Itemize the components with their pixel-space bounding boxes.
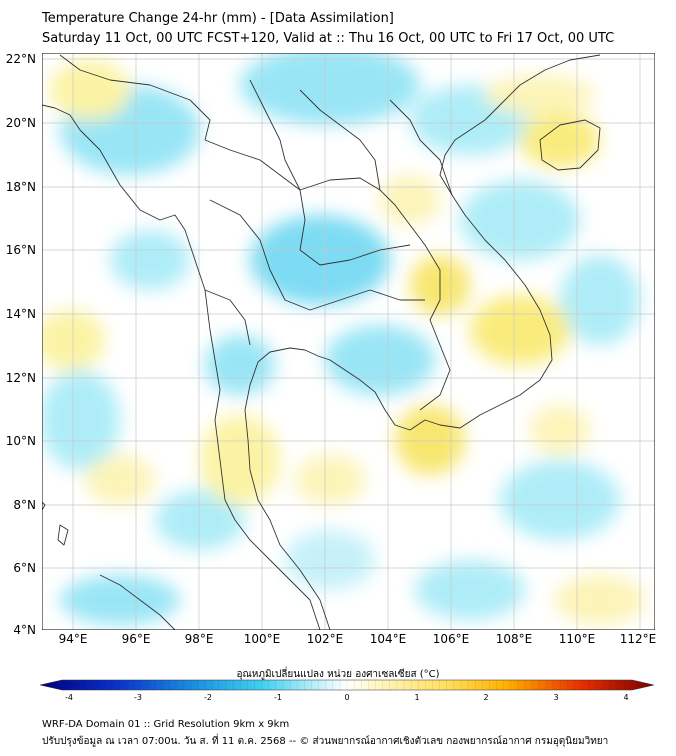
footer-credit: ปรับปรุงข้อมูล ณ เวลา 07:00น. วัน ส. ที่…: [42, 736, 609, 747]
lat-tick-label: 6°N: [13, 561, 36, 575]
colorbar-tick-label: 0: [344, 693, 350, 702]
lon-tick-label: 106°E: [432, 632, 470, 646]
map-title: Temperature Change 24-hr (mm) - [Data As…: [42, 11, 394, 26]
map-subtitle: Saturday 11 Oct, 00 UTC FCST+120, Valid …: [42, 31, 615, 46]
colorbar-tick-label: 4: [623, 693, 629, 702]
lon-tick-label: 104°E: [369, 632, 407, 646]
lon-tick-label: 100°E: [243, 632, 281, 646]
colorbar-tick-label: -2: [204, 693, 212, 702]
lon-tick-label: 110°E: [558, 632, 596, 646]
lat-tick-label: 8°N: [13, 498, 36, 512]
lat-tick-label: 18°N: [5, 180, 36, 194]
colorbar-tick-label: 1: [414, 693, 420, 702]
temperature-change-field: [42, 53, 655, 630]
graticule: [42, 53, 655, 630]
lon-tick-label: 96°E: [121, 632, 151, 646]
footer-domain-info: WRF-DA Domain 01 :: Grid Resolution 9km …: [42, 719, 290, 730]
colorbar-tick-label: -4: [65, 693, 73, 702]
colorbar-tick-label: 3: [553, 693, 559, 702]
lon-tick-label: 102°E: [306, 632, 344, 646]
coastline-borders: [42, 54, 601, 630]
lat-tick-label: 20°N: [5, 116, 36, 130]
colorbar-tick-label: -1: [274, 693, 282, 702]
lat-tick-label: 4°N: [13, 623, 36, 637]
lon-tick-label: 98°E: [184, 632, 214, 646]
lat-tick-label: 16°N: [5, 243, 36, 257]
colorbar: [39, 679, 655, 691]
lon-tick-label: 108°E: [495, 632, 533, 646]
lon-tick-label: 112°E: [619, 632, 657, 646]
lat-tick-label: 22°N: [5, 52, 36, 66]
colorbar-tickmarks: [68, 680, 626, 690]
lat-tick-label: 14°N: [5, 307, 36, 321]
lat-tick-label: 12°N: [5, 371, 36, 385]
lat-tick-label: 10°N: [5, 434, 36, 448]
lon-tick-label: 94°E: [58, 632, 88, 646]
colorbar-tick-label: 2: [483, 693, 489, 702]
colorbar-tick-label: -3: [134, 693, 142, 702]
colorbar-title: อุณหภูมิเปลี่ยนแปลง หน่วย องศาเซลเซียส (…: [236, 669, 440, 680]
